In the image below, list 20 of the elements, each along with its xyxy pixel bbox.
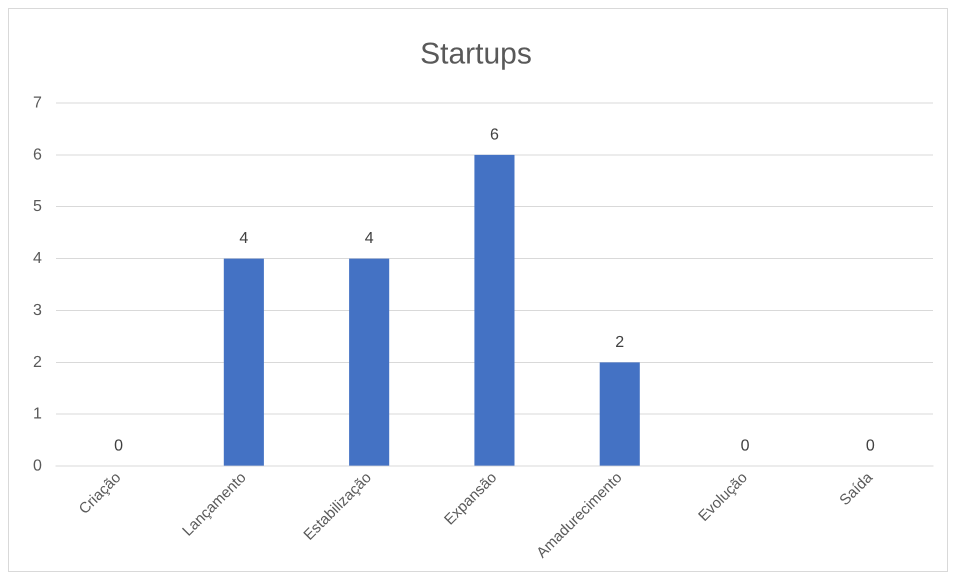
data-label: 0 bbox=[740, 438, 750, 454]
data-label: 0 bbox=[114, 438, 124, 454]
data-label: 4 bbox=[239, 230, 248, 248]
chart-title: Startups bbox=[420, 37, 532, 70]
y-tick-label: 6 bbox=[32, 146, 42, 164]
y-tick-label: 7 bbox=[32, 94, 42, 112]
y-tick-label: 0 bbox=[32, 458, 42, 474]
y-tick-label: 3 bbox=[32, 302, 42, 319]
y-tick-label: 5 bbox=[32, 198, 42, 216]
y-tick-label: 1 bbox=[32, 406, 42, 423]
bar bbox=[349, 258, 390, 466]
data-label: 4 bbox=[364, 230, 374, 248]
bar bbox=[224, 258, 264, 466]
data-label: 0 bbox=[866, 438, 875, 454]
bar bbox=[600, 362, 640, 466]
y-tick-label: 2 bbox=[32, 354, 42, 371]
y-tick-label: 4 bbox=[32, 250, 42, 268]
bar bbox=[474, 154, 514, 466]
data-label: 6 bbox=[490, 126, 499, 144]
data-label: 2 bbox=[615, 334, 624, 351]
